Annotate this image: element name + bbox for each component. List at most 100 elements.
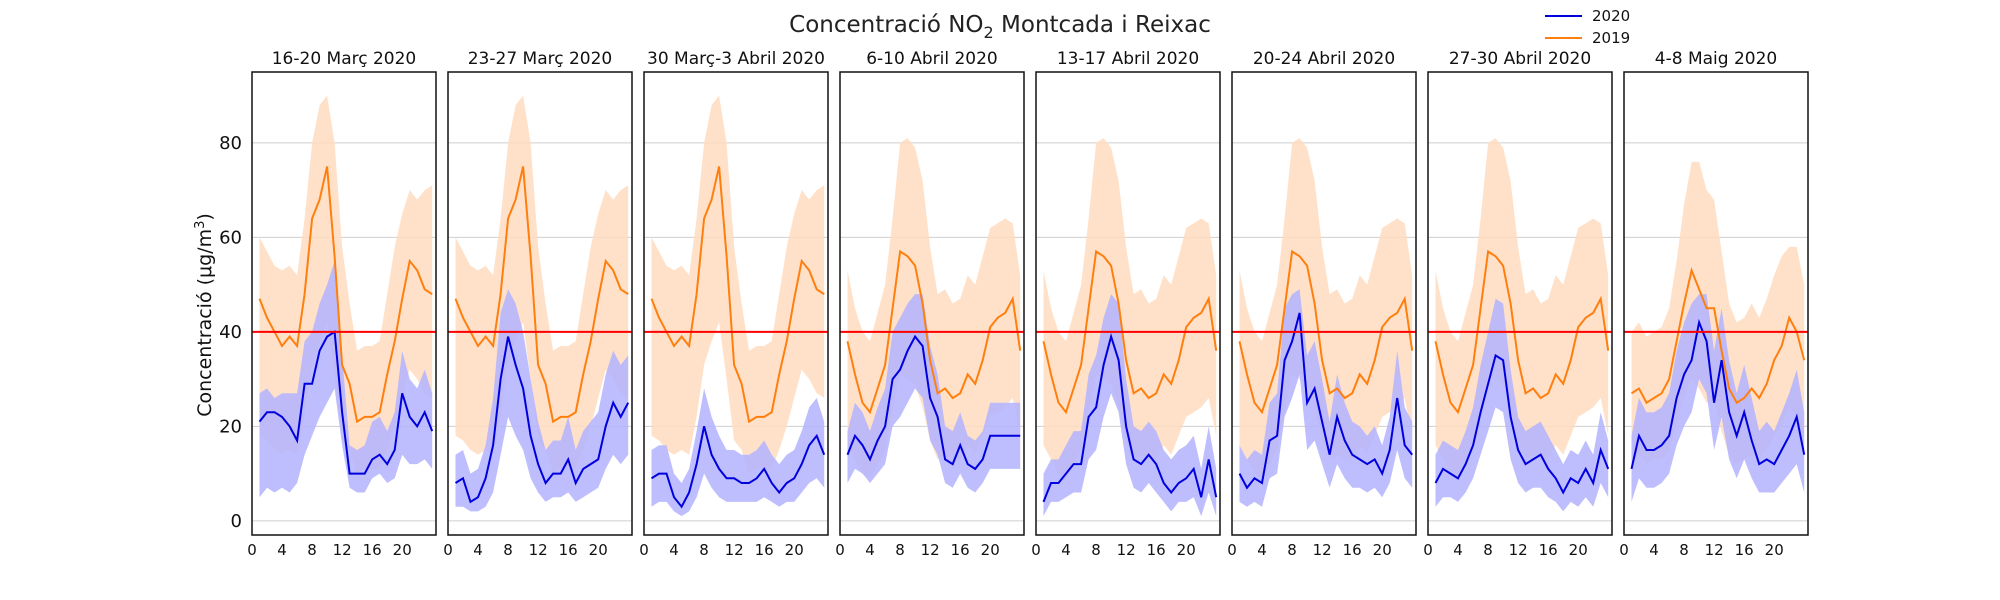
x-tick-label: 8 [1287,541,1297,559]
x-tick-label: 0 [639,541,649,559]
panel-title: 16-20 Març 2020 [272,49,417,69]
series-2020-line [258,330,434,475]
series-2019-line [1042,249,1218,415]
series-2020-line [1434,353,1610,495]
legend-label-2020: 2020 [1592,7,1630,25]
chart-title: Concentració NO2 Montcada i Reixac [789,12,1211,42]
band-2020 [847,294,1021,493]
x-tick-label: 20 [981,541,1000,559]
legend: 2020 2019 [1545,7,1630,47]
x-tick-label: 8 [1483,541,1493,559]
panel-3: 30 Març-3 Abril 2020 0 4 8 12 16 20 [639,49,829,559]
x-tick-label: 12 [1705,541,1724,559]
panel-4: 6-10 Abril 2020 0 4 8 12 16 20 [835,49,1025,559]
x-tick-label: 4 [277,541,287,559]
x-tick-label: 0 [1031,541,1041,559]
series-2019-line [1434,249,1610,415]
panel-frame [839,71,1025,536]
x-tick-label: 20 [785,541,804,559]
y-tick-label: 60 [219,227,242,248]
x-tick-label: 20 [589,541,608,559]
band-2020 [259,261,433,498]
x-tick-label: 4 [669,541,679,559]
band-2020 [1043,294,1217,517]
panel-title: 30 Març-3 Abril 2020 [647,49,825,69]
panel-frame [251,71,437,536]
x-tick-label: 16 [559,541,578,559]
panel-title: 27-30 Abril 2020 [1449,49,1591,69]
x-tick-label: 20 [393,541,412,559]
panel-frame [643,71,829,536]
x-tick-label: 8 [895,541,905,559]
panel-frame [447,71,633,536]
x-tick-label: 0 [1619,541,1629,559]
x-tick-label: 20 [1569,541,1588,559]
panel-title: 6-10 Abril 2020 [866,49,998,69]
x-tick-label: 20 [1765,541,1784,559]
series-2019-line [650,166,825,424]
series-2019-line [1630,267,1806,405]
x-tick-label: 4 [1061,541,1071,559]
panel-5: 13-17 Abril 2020 0 4 8 12 16 20 [1031,49,1221,559]
panel-1: 16-20 Març 2020 0 4 8 12 16 20 0 20 40 60 80 [219,49,437,559]
panel-6: 20-24 Abril 2020 0 4 8 12 16 20 [1227,49,1417,559]
y-tick-label: 40 [219,322,242,343]
x-tick-label: 12 [529,541,548,559]
y-tick-label: 20 [219,416,242,437]
x-tick-label: 16 [1147,541,1166,559]
x-tick-label: 0 [1227,541,1237,559]
x-tick-label: 4 [1257,541,1267,559]
panel-title: 20-24 Abril 2020 [1253,49,1395,69]
series-2020-line [454,336,630,504]
x-tick-label: 16 [755,541,774,559]
x-tick-label: 0 [247,541,257,559]
x-tick-label: 4 [865,541,875,559]
x-tick-label: 4 [1649,541,1659,559]
x-tick-label: 12 [333,541,352,559]
x-tick-label: 8 [503,541,513,559]
x-tick-label: 16 [1539,541,1558,559]
series-2020-line [1238,312,1413,490]
series-2020-line [1042,333,1218,503]
y-tick-label: 80 [219,133,242,154]
band-2019 [651,95,825,474]
x-tick-label: 16 [363,541,382,559]
panel-7: 27-30 Abril 2020 0 4 8 12 16 20 [1423,49,1613,559]
x-tick-label: 12 [921,541,940,559]
series-2020-line [846,334,1021,471]
x-tick-label: 0 [1423,541,1433,559]
x-tick-label: 12 [1509,541,1528,559]
panel-frame [1231,71,1417,536]
x-tick-label: 8 [1679,541,1689,559]
band-2020 [651,388,825,517]
y-tick-label: 0 [231,511,242,532]
x-tick-label: 12 [725,541,744,559]
x-tick-label: 20 [1373,541,1392,559]
x-tick-label: 8 [1091,541,1101,559]
panel-title: 23-27 Març 2020 [468,49,613,69]
x-tick-label: 8 [307,541,317,559]
series-2019-line [454,166,629,424]
x-tick-label: 20 [1177,541,1196,559]
x-tick-label: 4 [473,541,483,559]
panel-frame [1035,71,1221,536]
panel-8: 4-8 Maig 2020 0 4 8 12 16 20 [1619,49,1809,559]
x-tick-label: 8 [699,541,709,559]
series-2019-line [258,166,433,424]
band-2020 [1239,289,1413,507]
series-2019-line [1238,249,1414,415]
x-tick-label: 16 [951,541,970,559]
panel-title: 4-8 Maig 2020 [1655,49,1777,69]
x-tick-label: 0 [835,541,845,559]
y-axis-label: Concentració (μg/m3) [193,213,216,417]
x-tick-label: 16 [1343,541,1362,559]
panel-title: 13-17 Abril 2020 [1057,49,1199,69]
x-tick-label: 4 [1453,541,1463,559]
series-2020-line [1630,318,1806,470]
x-tick-label: 0 [443,541,453,559]
series-2020-line [650,426,826,509]
legend-label-2019: 2019 [1592,29,1630,47]
band-2020 [1631,294,1805,502]
